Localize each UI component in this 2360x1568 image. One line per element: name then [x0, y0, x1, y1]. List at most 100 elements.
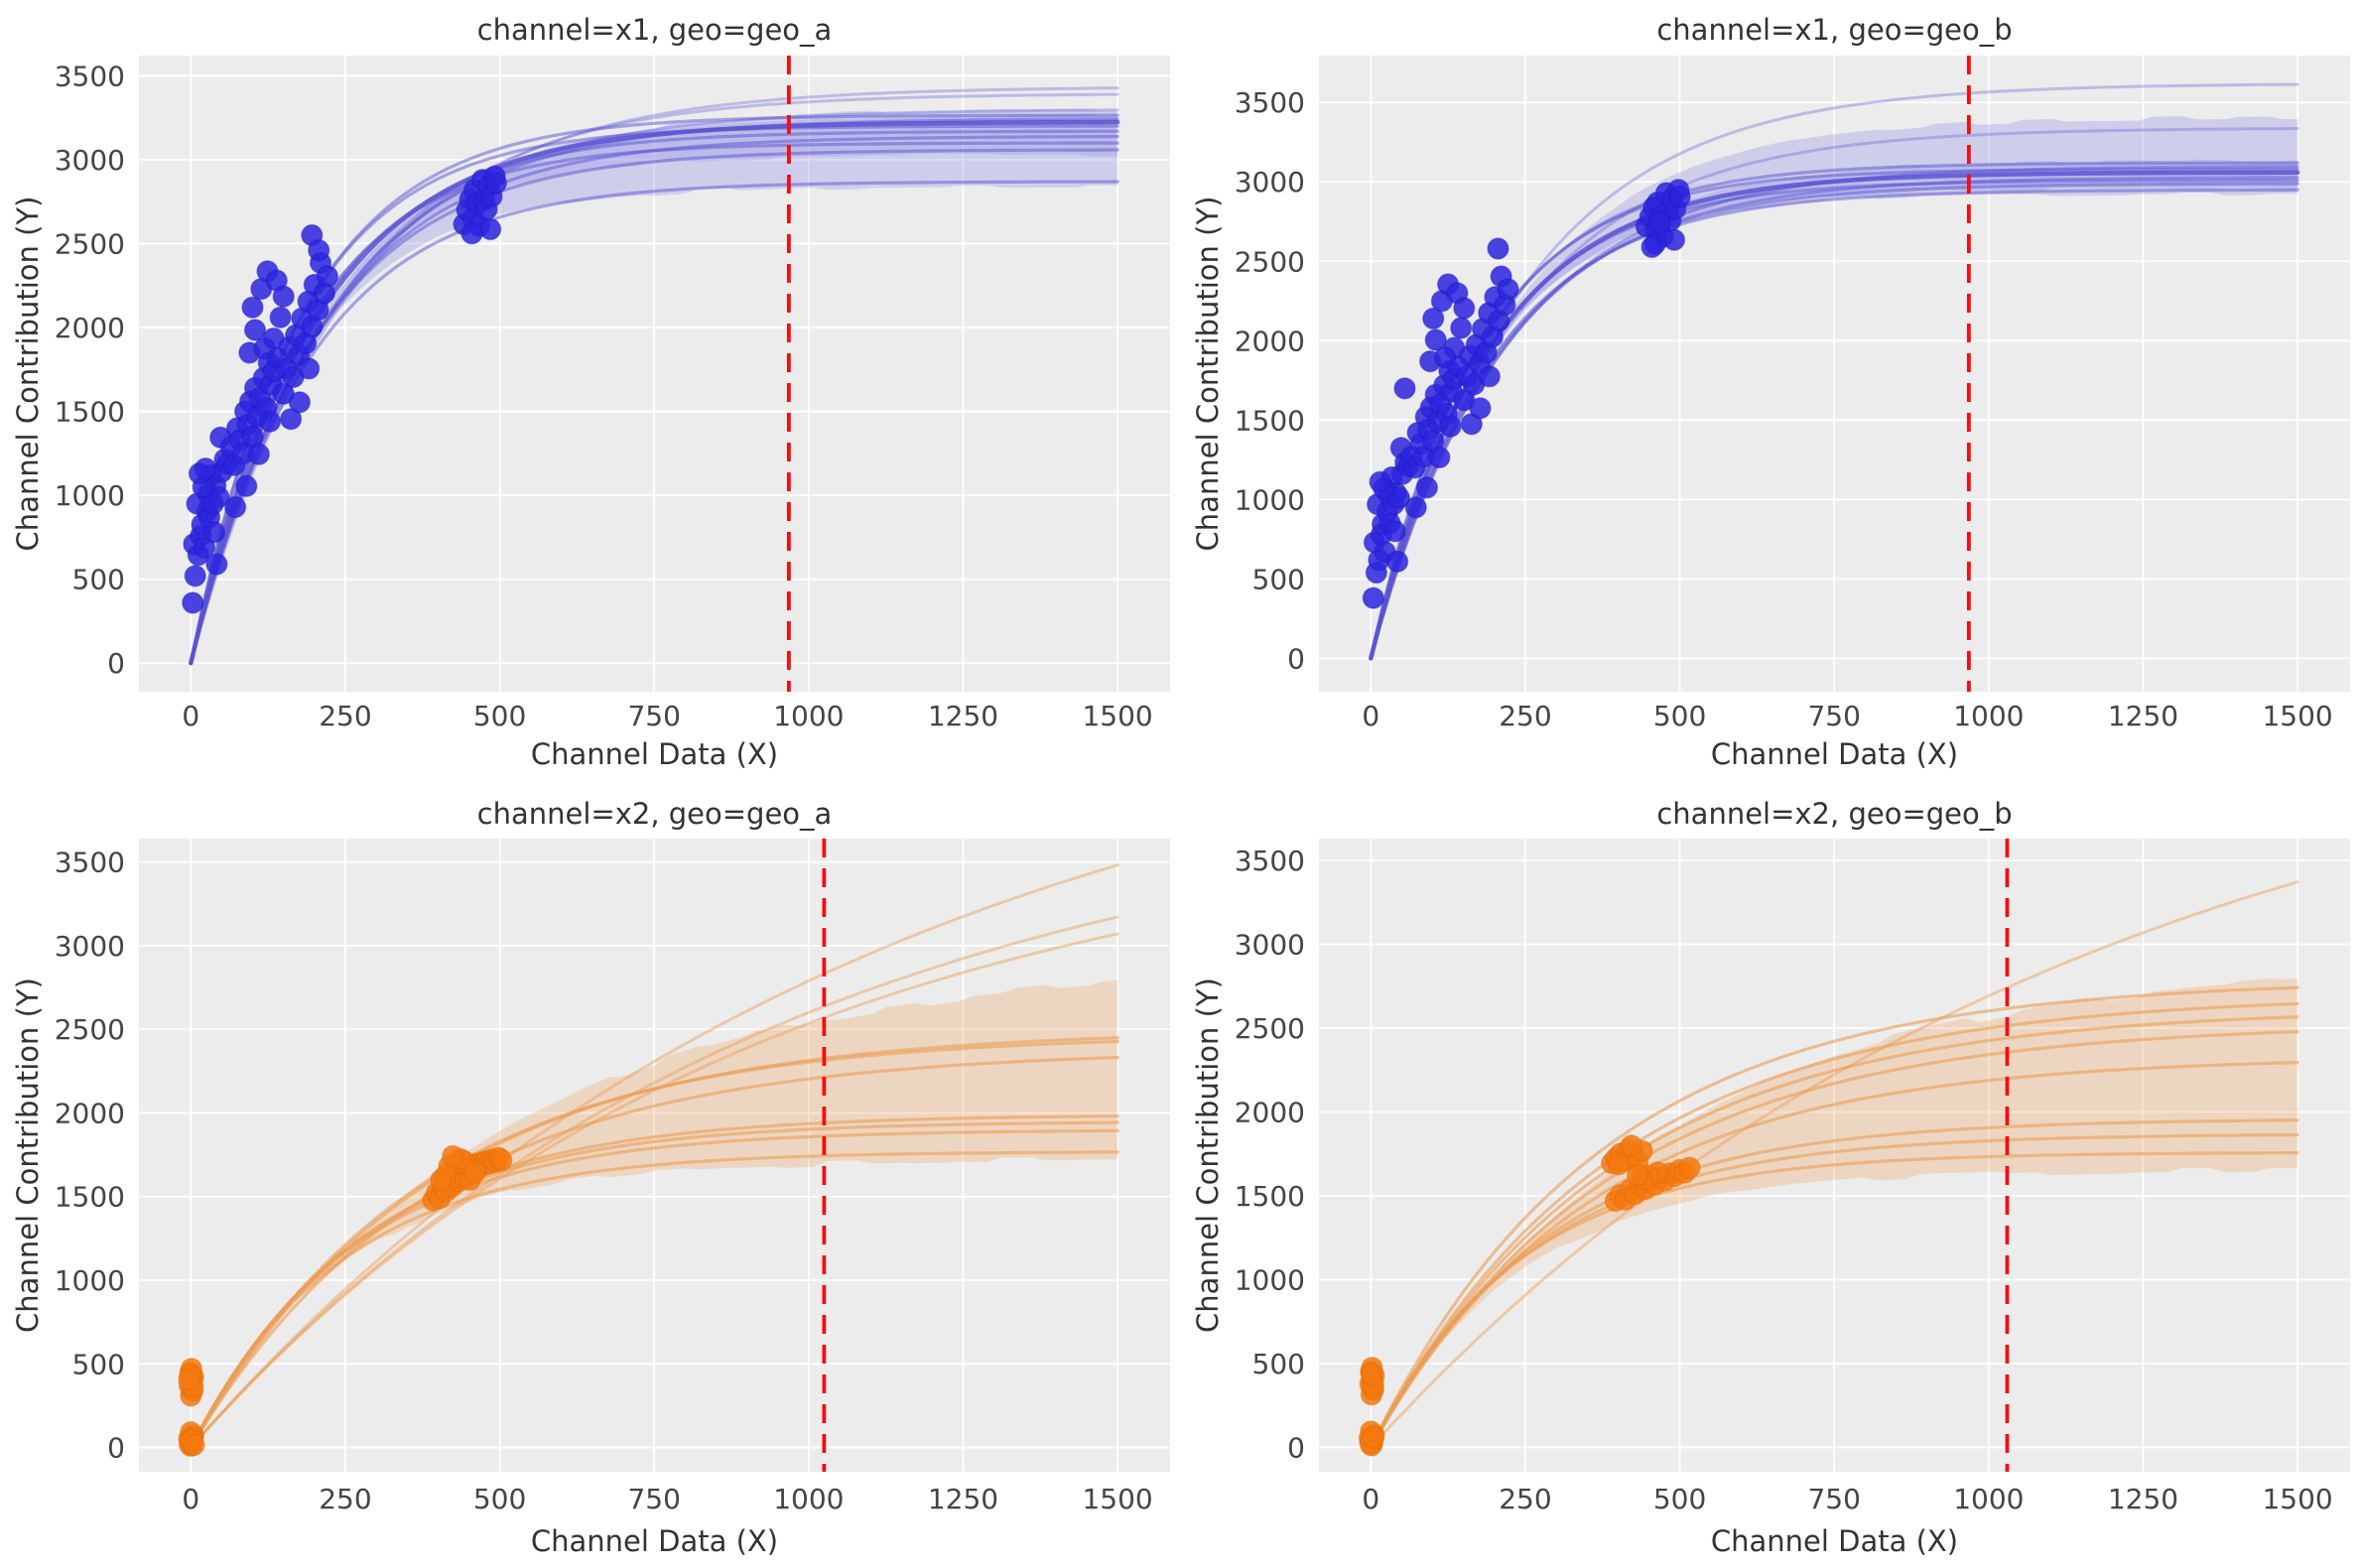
scatter-point: [1383, 520, 1406, 543]
scatter-point: [1428, 446, 1451, 469]
scatter-point: [288, 391, 312, 414]
scatter-point: [1662, 228, 1686, 251]
x-tick-label: 750: [627, 700, 680, 732]
saturation-curves: [189, 86, 1120, 666]
scatter-points: [178, 1144, 513, 1458]
y-tick-label: 2500: [55, 227, 125, 260]
panel-title: channel=x1, geo=geo_b: [1656, 13, 2012, 47]
y-tick-label: 2500: [55, 1013, 125, 1046]
scatter-point: [1497, 278, 1519, 301]
x-tick-label: 0: [1362, 1483, 1379, 1515]
x-tick-label: 750: [627, 1483, 680, 1515]
scatter-point: [442, 1144, 464, 1168]
x-tick-label: 1250: [2108, 700, 2178, 732]
scatter-point: [243, 319, 267, 341]
scatter-point: [430, 1168, 453, 1192]
scatter-point: [178, 1368, 200, 1390]
scatter-point: [181, 591, 204, 614]
y-tick-label: 0: [107, 647, 125, 680]
y-tick-label: 2500: [1235, 245, 1305, 278]
scatter-point: [479, 217, 502, 241]
saturation-curve: [1369, 1151, 2299, 1450]
scatter-point: [1369, 470, 1391, 493]
x-axis-label: Channel Data (X): [531, 737, 778, 771]
x-tick-label: 1500: [1082, 1483, 1152, 1515]
y-tick-label: 500: [1252, 563, 1305, 595]
x-axis-label: Channel Data (X): [1711, 1524, 1958, 1558]
subplot-channel-x2-geo-a: 0 500 1000 1500 2000 2500 3000 3500 0 250 500 750 10…: [11, 797, 1170, 1558]
y-tick-label: 0: [1287, 1431, 1305, 1464]
x-tick-label: 1000: [773, 1483, 844, 1515]
scatter-point: [1433, 345, 1457, 369]
x-tick-label: 1250: [2108, 1483, 2178, 1515]
scatter-point: [1424, 328, 1447, 351]
scatter-point: [183, 1433, 205, 1457]
saturation-curve: [189, 135, 1119, 665]
x-tick-label: 500: [473, 700, 526, 732]
x-tick-label: 500: [1653, 1483, 1706, 1515]
scatter-point: [1362, 587, 1385, 609]
y-tick-label: 1500: [55, 396, 125, 429]
scatter-point: [184, 565, 206, 588]
saturation-curves: [1369, 82, 2300, 661]
y-tick-label: 2000: [55, 1097, 125, 1129]
saturation-curve: [189, 1120, 1119, 1450]
scatter-point: [1415, 476, 1439, 499]
scatter-point: [1469, 397, 1492, 420]
y-tick-label: 500: [72, 564, 125, 596]
scatter-point: [1450, 317, 1473, 339]
scatter-point: [308, 238, 330, 262]
x-tick-label: 1500: [2262, 1483, 2332, 1515]
panel-title: channel=x2, geo=geo_b: [1656, 797, 2012, 831]
saturation-curve: [189, 863, 1119, 1450]
scatter-point: [1393, 377, 1416, 400]
y-tick-label: 2500: [1235, 1012, 1305, 1045]
scatter-point: [1439, 415, 1462, 438]
saturation-curves: [189, 863, 1119, 1450]
scatter-point: [1385, 550, 1409, 573]
x-tick-label: 250: [319, 1483, 371, 1515]
saturation-curve: [1369, 182, 2299, 660]
scatter-point: [194, 457, 217, 480]
x-tick-label: 1250: [928, 1483, 998, 1515]
panel-title: channel=x1, geo=geo_a: [477, 13, 833, 47]
x-tick-label: 250: [319, 700, 371, 732]
scatter-point: [1627, 1163, 1649, 1187]
y-axis-label: Channel Contribution (Y): [1191, 196, 1225, 552]
saturation-curve: [1369, 1001, 2299, 1450]
y-axis-label: Channel Contribution (Y): [1191, 978, 1225, 1333]
scatter-point: [1620, 1134, 1643, 1157]
scatter-point: [316, 265, 339, 288]
saturation-curve: [1369, 1030, 2299, 1450]
hdi-band: [191, 980, 1118, 1448]
gridlines: [139, 839, 1170, 1472]
y-tick-label: 500: [1252, 1348, 1305, 1380]
scatter-point: [460, 222, 483, 245]
scatter-point: [1453, 297, 1476, 320]
saturation-curves: [1369, 880, 2299, 1450]
scatter-point: [258, 410, 282, 433]
x-tick-label: 1500: [1082, 700, 1152, 732]
scatter-point: [298, 357, 321, 380]
y-tick-label: 3500: [1235, 86, 1305, 119]
scatter-point: [1478, 365, 1501, 388]
saturation-curve: [189, 180, 1119, 665]
subplot-channel-x1-geo-a: 0 500 1000 1500 2000 2500 3000 3500 0 250 500 750 10…: [11, 13, 1170, 771]
saturation-curve: [1369, 985, 2299, 1450]
x-tick-label: 750: [1807, 1483, 1860, 1515]
y-tick-label: 2000: [55, 312, 125, 344]
x-axis-label: Channel Data (X): [531, 1524, 778, 1558]
scatter-point: [279, 408, 303, 431]
y-tick-label: 2000: [1235, 1096, 1305, 1128]
saturation-curve: [189, 1128, 1119, 1450]
saturation-curve: [189, 129, 1119, 665]
saturation-curve: [189, 117, 1119, 665]
saturation-curve: [1369, 880, 2299, 1449]
scatter-points: [1358, 1134, 1701, 1457]
x-tick-label: 500: [473, 1483, 526, 1515]
scatter-point: [1360, 1363, 1383, 1385]
scatter-point: [223, 495, 247, 519]
hdi-band: [1371, 978, 2298, 1448]
saturation-curve: [1369, 82, 2299, 660]
x-tick-label: 1250: [928, 700, 998, 732]
